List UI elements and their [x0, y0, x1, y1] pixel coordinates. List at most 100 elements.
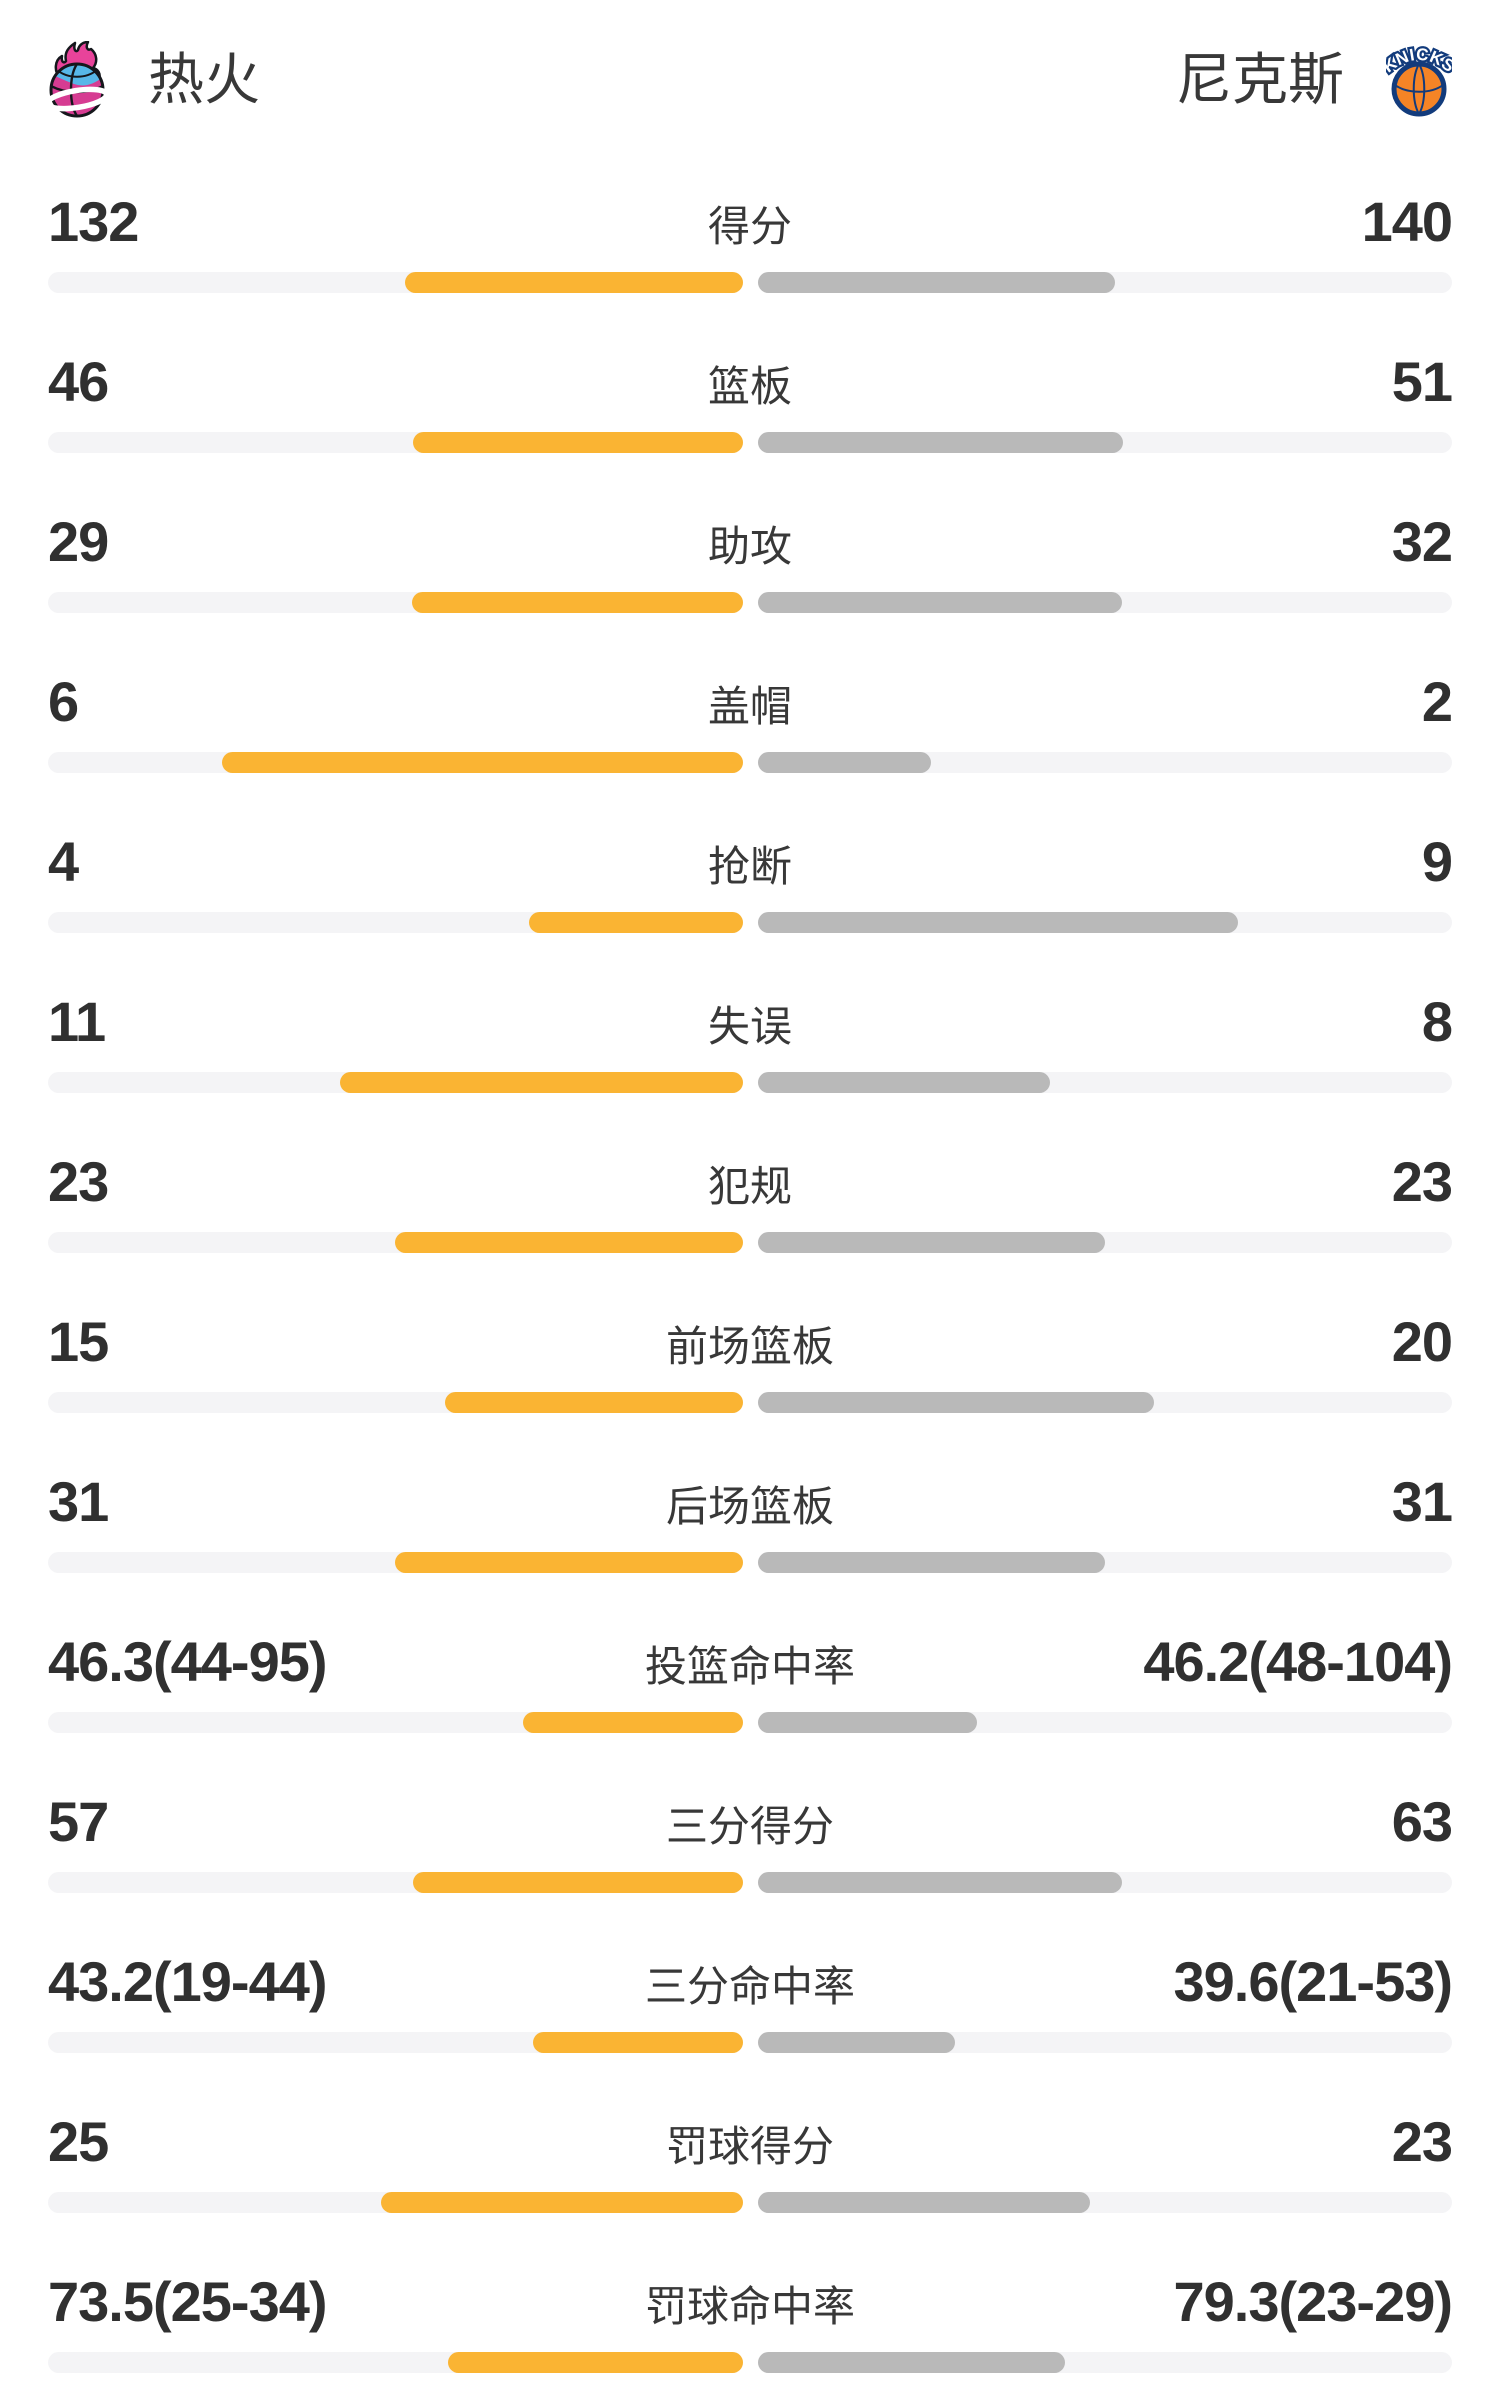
left-bar-fill — [522, 1712, 743, 1733]
right-value: 46.2(48-104) — [1143, 1630, 1453, 1693]
left-bar-fill — [221, 752, 743, 773]
left-value: 25 — [48, 2110, 109, 2173]
stat-text: 46.3(44-95) 投篮命中率 46.2(48-104) — [48, 1630, 1453, 1693]
stat-label: 篮板 — [708, 363, 793, 410]
left-bar-fill — [395, 1232, 743, 1253]
left-bar-fill — [444, 1392, 743, 1413]
comparison-bar — [48, 592, 1452, 613]
right-bar-track — [757, 1392, 1452, 1413]
right-bar-track — [757, 2032, 1452, 2053]
right-bar-track — [757, 2192, 1452, 2213]
stat-text: 11 失误 8 — [48, 990, 1453, 1053]
team-right-name: 尼克斯 — [1176, 48, 1344, 111]
comparison-bar — [48, 1072, 1452, 1093]
stat-label: 后场篮板 — [666, 1483, 835, 1530]
stat-label: 抢断 — [708, 843, 793, 890]
comparison-bar — [48, 2352, 1452, 2373]
comparison-bar — [48, 752, 1452, 773]
left-bar-fill — [412, 592, 743, 613]
knicks-logo-icon: KNICKS — [1386, 42, 1452, 118]
right-bar-fill — [757, 1232, 1105, 1253]
stat-row: 46 篮板 51 — [48, 350, 1453, 453]
left-value: 6 — [48, 670, 79, 733]
left-bar-track — [48, 752, 743, 773]
team-right: 尼克斯 KNICKS — [1176, 42, 1452, 118]
left-bar-track — [48, 592, 743, 613]
stat-row: 73.5(25-34) 罚球命中率 79.3(23-29) — [48, 2271, 1453, 2373]
left-bar-track — [48, 432, 743, 453]
right-bar-track — [757, 1232, 1452, 1253]
left-bar-track — [48, 1872, 743, 1893]
left-value: 31 — [48, 1470, 109, 1533]
stat-label: 投篮命中率 — [645, 1643, 856, 1690]
left-bar-fill — [340, 1072, 743, 1093]
right-bar-fill — [757, 1072, 1050, 1093]
right-bar-track — [757, 592, 1452, 613]
stat-row: 23 犯规 23 — [48, 1150, 1453, 1253]
left-value: 43.2(19-44) — [48, 1950, 328, 2013]
stat-row: 31 后场篮板 31 — [48, 1470, 1453, 1573]
stat-text: 29 助攻 32 — [48, 510, 1453, 573]
stat-text: 73.5(25-34) 罚球命中率 79.3(23-29) — [48, 2271, 1453, 2333]
left-value: 11 — [48, 990, 106, 1053]
stat-text: 57 三分得分 63 — [48, 1791, 1453, 1853]
comparison-bar — [48, 1392, 1452, 1413]
stat-row: 46.3(44-95) 投篮命中率 46.2(48-104) — [48, 1630, 1453, 1733]
stat-label: 失误 — [708, 1003, 793, 1050]
left-bar-fill — [380, 2192, 743, 2213]
right-bar-track — [757, 1072, 1452, 1093]
stat-row: 6 盖帽 2 — [48, 670, 1453, 773]
stat-label: 罚球得分 — [666, 2123, 835, 2170]
comparison-bar — [48, 1872, 1452, 1893]
right-bar-fill — [757, 592, 1122, 613]
right-bar-fill — [757, 2352, 1065, 2373]
comparison-bar — [48, 2032, 1452, 2053]
right-value: 23 — [1391, 1150, 1453, 1213]
right-bar-fill — [757, 272, 1115, 293]
left-value: 4 — [48, 830, 79, 893]
right-value: 32 — [1391, 510, 1453, 573]
right-bar-track — [757, 432, 1452, 453]
left-bar-fill — [405, 272, 743, 293]
left-bar-fill — [528, 912, 743, 933]
left-bar-track — [48, 272, 743, 293]
right-value: 39.6(21-53) — [1173, 1950, 1454, 2013]
right-bar-track — [757, 272, 1452, 293]
left-bar-track — [48, 2032, 743, 2053]
left-value: 46 — [48, 350, 109, 413]
right-bar-fill — [757, 1392, 1155, 1413]
heat-logo-icon — [48, 41, 106, 119]
stat-row: 11 失误 8 — [48, 990, 1453, 1093]
stat-text: 23 犯规 23 — [48, 1150, 1453, 1213]
right-bar-fill — [757, 432, 1123, 453]
stat-label: 三分得分 — [666, 1803, 835, 1850]
stat-text: 31 后场篮板 31 — [48, 1470, 1453, 1533]
left-bar-track — [48, 2192, 743, 2213]
right-bar-fill — [757, 1872, 1123, 1893]
team-left: 热火 — [48, 41, 260, 119]
comparison-bar — [48, 1552, 1452, 1573]
comparison-bar — [48, 1232, 1452, 1253]
left-value: 132 — [48, 190, 139, 253]
right-bar-fill — [757, 752, 932, 773]
stat-label: 罚球命中率 — [645, 2283, 856, 2330]
left-bar-fill — [413, 432, 743, 453]
right-bar-track — [757, 752, 1452, 773]
right-bar-fill — [757, 912, 1239, 933]
left-value: 29 — [48, 510, 109, 573]
stat-text: 132 得分 140 — [48, 190, 1453, 253]
right-bar-fill — [757, 2032, 955, 2053]
stat-text: 6 盖帽 2 — [48, 670, 1453, 733]
stat-label: 犯规 — [708, 1163, 793, 1210]
left-bar-track — [48, 1072, 743, 1093]
stat-row: 57 三分得分 63 — [48, 1791, 1453, 1893]
left-value: 23 — [48, 1150, 109, 1213]
left-value: 46.3(44-95) — [48, 1630, 328, 1693]
right-value: 9 — [1421, 830, 1453, 893]
stat-label: 前场篮板 — [666, 1323, 835, 1370]
stat-text: 25 罚球得分 23 — [48, 2110, 1453, 2173]
right-value: 140 — [1361, 190, 1453, 253]
stat-row: 29 助攻 32 — [48, 510, 1453, 613]
left-bar-fill — [412, 1872, 743, 1893]
